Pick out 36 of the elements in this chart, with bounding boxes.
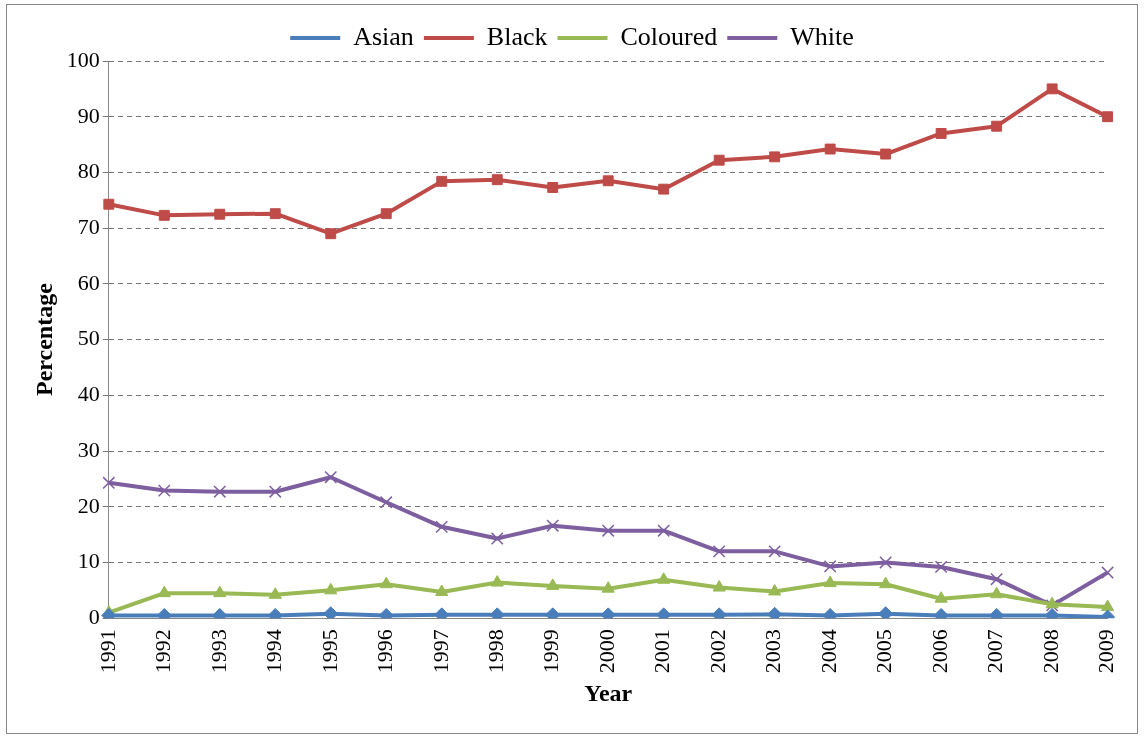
x-tick-label: 2005: [871, 629, 897, 674]
legend-label: Coloured: [620, 21, 718, 51]
legend-label: Asian: [353, 21, 414, 51]
y-tick-label: 30: [77, 436, 100, 462]
x-tick-label: 1992: [150, 629, 176, 674]
y-tick-label: 50: [77, 325, 100, 351]
x-tick-label: 2002: [704, 629, 730, 674]
x-tick-label: 2000: [593, 629, 619, 674]
x-tick-label: 1994: [261, 629, 287, 674]
x-tick-label: 1998: [483, 629, 508, 674]
x-tick-label: 2003: [760, 629, 786, 674]
x-tick-label: 2009: [1093, 629, 1119, 674]
y-tick-label: 90: [77, 102, 100, 128]
x-tick-label: 1995: [316, 629, 342, 674]
x-tick-label: 1991: [94, 629, 120, 674]
y-tick-label: 70: [77, 213, 100, 239]
x-tick-label: 1997: [427, 629, 453, 674]
y-tick-label: 80: [77, 158, 100, 184]
x-tick-label: 2004: [815, 629, 841, 674]
y-tick-label: 20: [77, 492, 100, 518]
y-tick-label: 100: [66, 46, 100, 72]
x-tick-label: 2008: [1037, 629, 1063, 674]
y-tick-label: 0: [88, 603, 100, 629]
y-axis-title: Percentage: [30, 282, 57, 397]
x-tick-label: 1996: [372, 629, 398, 674]
y-tick-label: 40: [77, 381, 100, 407]
y-tick-label: 60: [77, 269, 100, 295]
x-tick-label: 2007: [982, 629, 1008, 674]
x-tick-label: 2001: [649, 629, 675, 674]
x-tick-label: 1993: [205, 629, 231, 674]
legend-label: Black: [486, 21, 548, 51]
y-tick-label: 10: [77, 548, 100, 574]
x-tick-label: 2006: [926, 629, 952, 674]
x-axis-title: Year: [584, 679, 633, 706]
legend-label: White: [790, 21, 854, 51]
x-tick-label: 1999: [538, 629, 564, 674]
